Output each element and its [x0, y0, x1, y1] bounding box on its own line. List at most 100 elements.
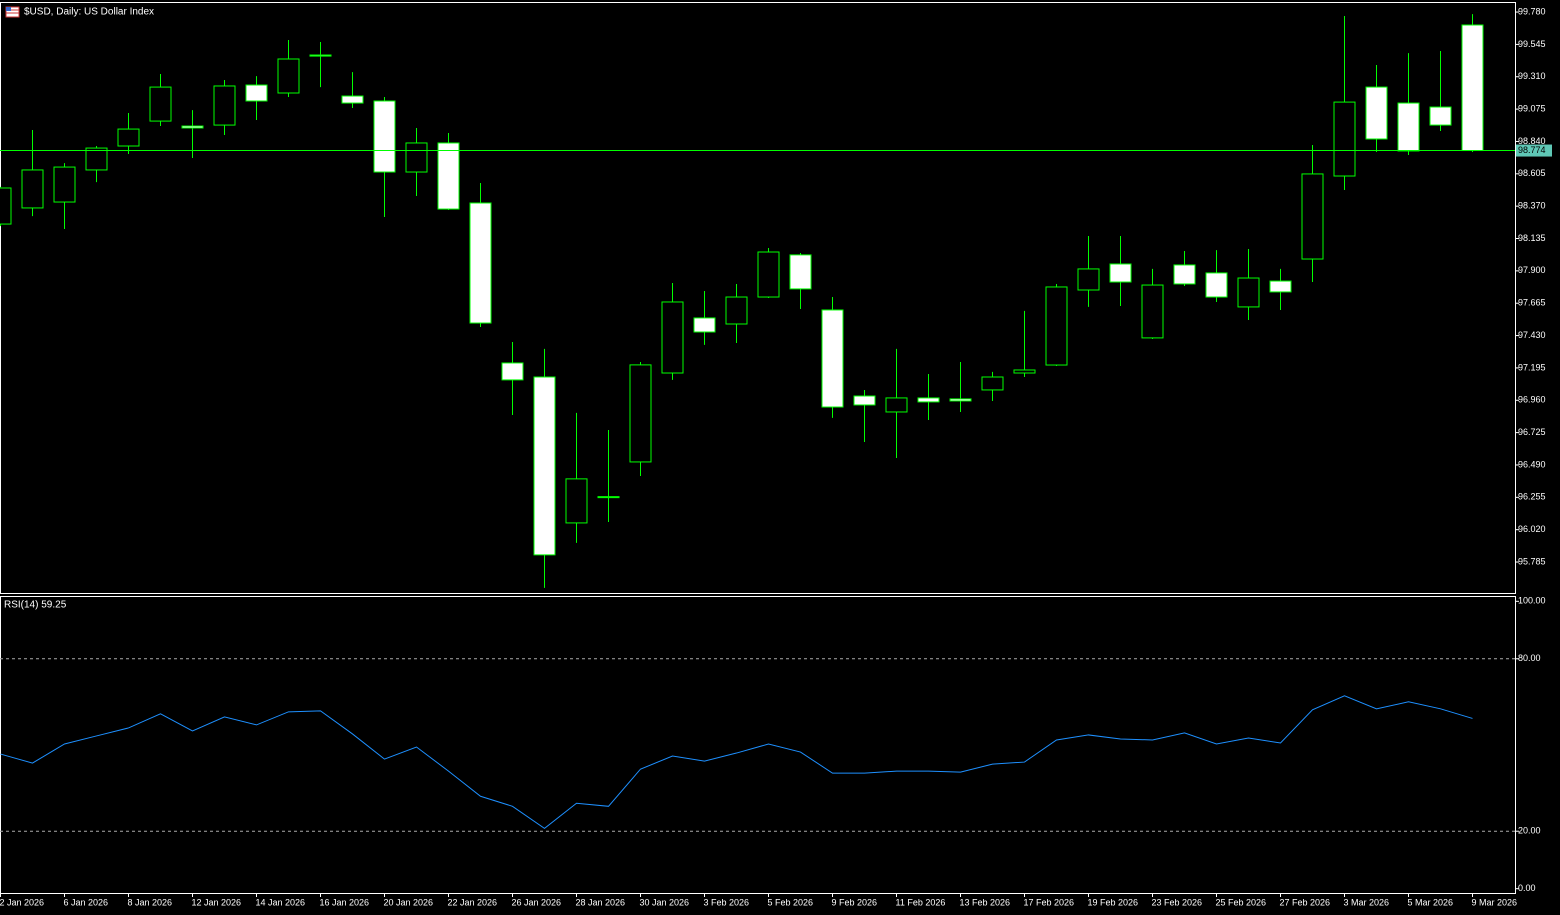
rsi-title: RSI(14) 59.25 — [4, 600, 67, 611]
price-label: 98.774 — [1518, 145, 1546, 155]
candle-body — [1045, 286, 1068, 366]
candle-body — [853, 395, 876, 406]
rsi-line — [0, 695, 1473, 830]
candle-body — [1237, 277, 1260, 308]
candle-body — [789, 254, 812, 290]
x-tick-label: 27 Feb 2026 — [1280, 897, 1331, 907]
candle-body — [309, 54, 332, 57]
symbol-icon — [5, 6, 20, 18]
x-tick-label: 5 Mar 2026 — [1408, 897, 1454, 907]
candle-body — [1269, 280, 1292, 293]
x-tick-label: 9 Mar 2026 — [1472, 897, 1518, 907]
candle-body — [277, 58, 300, 94]
y-tick-label: 96.490 — [1518, 459, 1546, 469]
candle-body — [53, 166, 76, 203]
candle-body — [469, 202, 492, 324]
candle-body — [821, 309, 844, 408]
x-tick-label: 16 Jan 2026 — [320, 897, 370, 907]
candle-body — [0, 187, 12, 225]
candle-body — [149, 86, 172, 122]
x-tick-label: 30 Jan 2026 — [640, 897, 690, 907]
candle-body — [629, 364, 652, 463]
x-tick-label: 23 Feb 2026 — [1152, 897, 1203, 907]
candle-body — [181, 125, 204, 129]
candle-body — [213, 85, 236, 126]
candle-body — [1077, 268, 1100, 291]
x-tick-label: 13 Feb 2026 — [960, 897, 1011, 907]
candle-body — [1013, 369, 1036, 374]
x-tick-label: 26 Jan 2026 — [512, 897, 562, 907]
x-tick-label: 2 Jan 2026 — [0, 897, 44, 907]
x-tick-label: 9 Feb 2026 — [832, 897, 878, 907]
y-tick-label: 80.00 — [1518, 653, 1541, 663]
y-tick-label: 98.840 — [1518, 136, 1546, 146]
y-tick-label: 100.00 — [1518, 596, 1546, 606]
candle-body — [501, 362, 524, 381]
candle-body — [1397, 102, 1420, 152]
candle-body — [533, 376, 556, 556]
candle-body — [405, 142, 428, 173]
candle-body — [373, 100, 396, 173]
y-tick-label: 99.545 — [1518, 39, 1546, 49]
candle-body — [85, 147, 108, 171]
candle-body — [21, 169, 44, 209]
rsi-panel-frame — [0, 596, 1516, 894]
candle-body — [565, 478, 588, 524]
y-tick-label: 99.310 — [1518, 71, 1546, 81]
x-tick-label: 19 Feb 2026 — [1088, 897, 1139, 907]
x-tick-label: 5 Feb 2026 — [768, 897, 814, 907]
x-tick-label: 28 Jan 2026 — [576, 897, 626, 907]
candle-body — [693, 317, 716, 333]
y-tick-label: 97.430 — [1518, 330, 1546, 340]
candle-body — [757, 251, 780, 298]
y-tick-label: 97.665 — [1518, 298, 1546, 308]
candle-body — [437, 142, 460, 210]
candle-body — [1301, 173, 1324, 260]
x-tick-label: 14 Jan 2026 — [256, 897, 306, 907]
candle-body — [245, 84, 268, 102]
candle-body — [1173, 264, 1196, 285]
y-tick-label: 99.780 — [1518, 6, 1546, 16]
chart-title: $USD, Daily: US Dollar Index — [24, 7, 154, 18]
candle-body — [917, 397, 940, 403]
y-tick-label: 98.135 — [1518, 233, 1546, 243]
y-tick-label: 96.960 — [1518, 395, 1546, 405]
y-tick-label: 0.00 — [1518, 883, 1536, 893]
candle-body — [1109, 263, 1132, 283]
x-tick-label: 3 Mar 2026 — [1344, 897, 1390, 907]
x-tick-label: 22 Jan 2026 — [448, 897, 498, 907]
y-tick-label: 99.075 — [1518, 103, 1546, 113]
y-tick-label: 96.725 — [1518, 427, 1546, 437]
candle-body — [981, 376, 1004, 391]
x-tick-label: 17 Feb 2026 — [1024, 897, 1075, 907]
candle-body — [949, 398, 972, 402]
x-tick-label: 11 Feb 2026 — [896, 897, 946, 907]
y-tick-label: 97.195 — [1518, 362, 1546, 372]
candle-body — [597, 496, 620, 499]
x-tick-label: 25 Feb 2026 — [1216, 897, 1267, 907]
x-tick-label: 3 Feb 2026 — [704, 897, 750, 907]
candle-body — [1205, 272, 1228, 298]
y-tick-label: 98.370 — [1518, 201, 1546, 211]
candle-body — [1429, 106, 1452, 126]
main-panel-frame — [0, 2, 1516, 594]
candle-body — [885, 397, 908, 413]
candle-body — [1333, 101, 1356, 177]
candle-body — [1365, 86, 1388, 140]
candle-body — [341, 95, 364, 104]
candle-body — [1141, 284, 1164, 339]
candle-body — [117, 128, 140, 147]
y-tick-label: 96.020 — [1518, 524, 1546, 534]
y-tick-label: 96.255 — [1518, 492, 1546, 502]
y-tick-label: 95.785 — [1518, 556, 1546, 566]
y-tick-label: 20.00 — [1518, 826, 1541, 836]
x-tick-label: 6 Jan 2026 — [64, 897, 109, 907]
candle-body — [1461, 24, 1484, 152]
candle-body — [661, 301, 684, 374]
x-tick-label: 12 Jan 2026 — [192, 897, 242, 907]
price-label-box — [1516, 144, 1552, 157]
candle-body — [725, 296, 748, 325]
